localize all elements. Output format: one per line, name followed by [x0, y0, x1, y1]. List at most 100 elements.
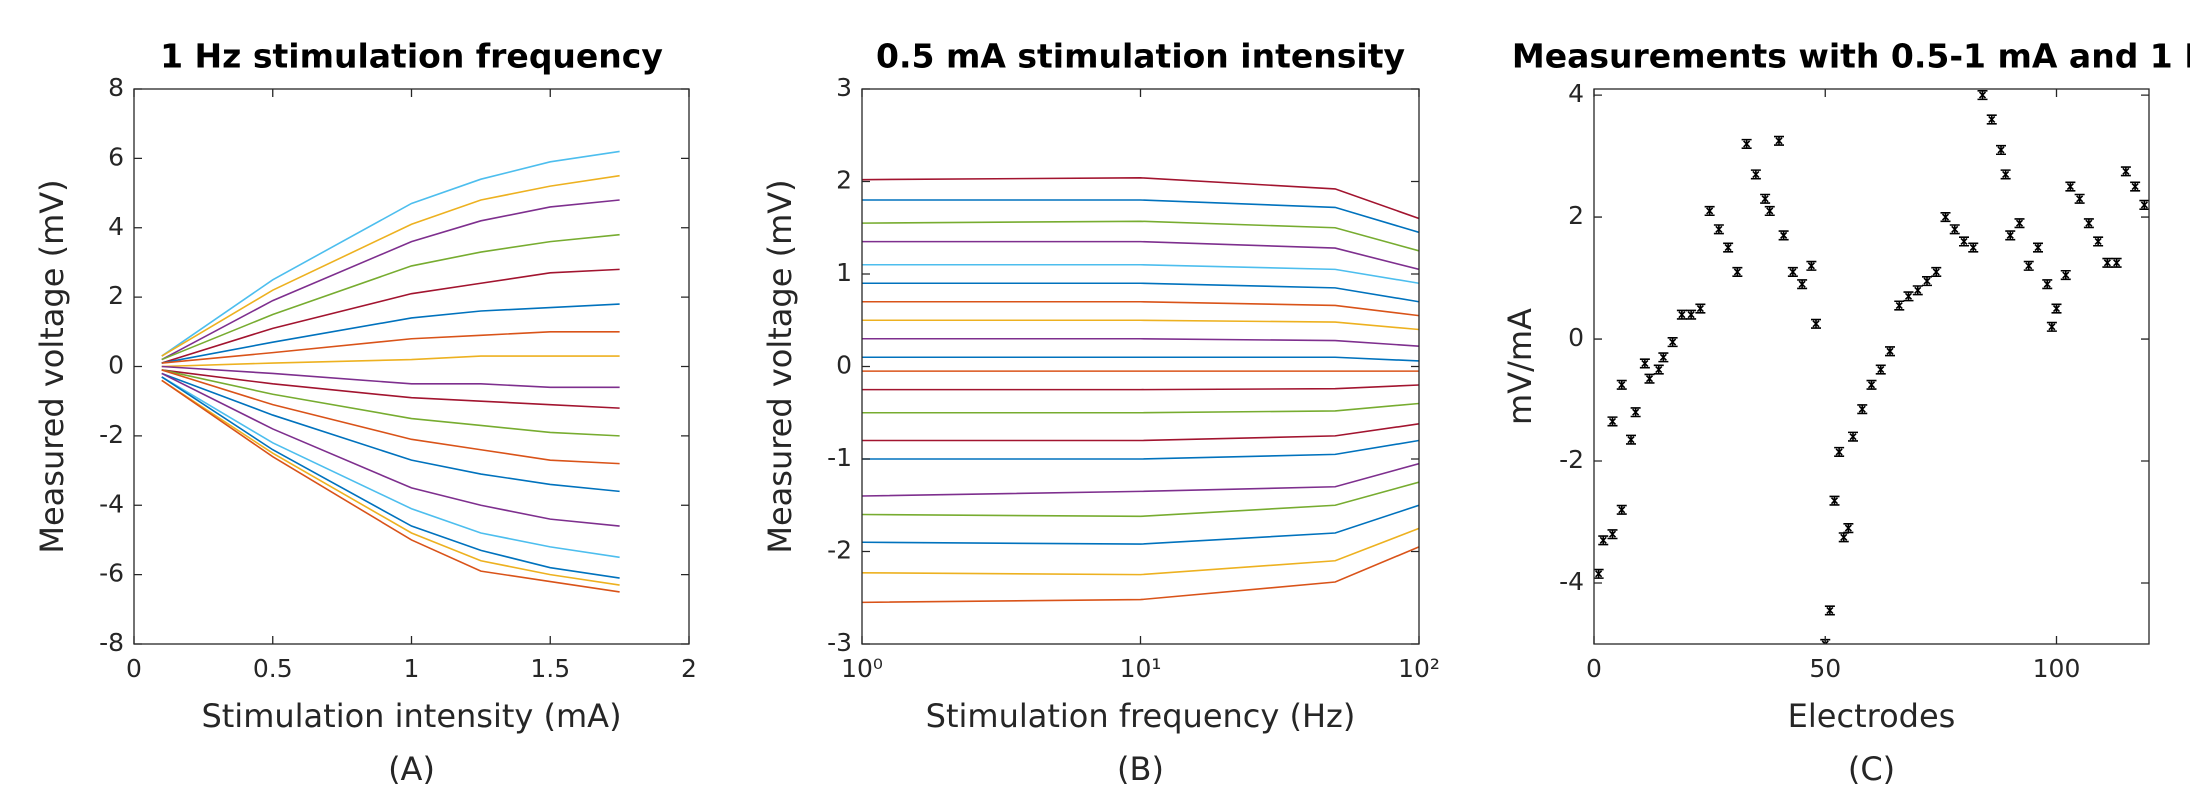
- error-bar: [1834, 446, 1845, 457]
- error-bar: [2065, 181, 2076, 192]
- data-line: [862, 282, 1419, 303]
- data-line: [161, 233, 620, 361]
- data-line: [161, 174, 620, 357]
- error-bar: [1626, 434, 1636, 445]
- y-tick-label: 2: [836, 166, 852, 195]
- data-line: [862, 220, 1419, 252]
- data-line: [161, 369, 620, 437]
- data-line: [862, 504, 1419, 545]
- y-tick-label: 8: [108, 73, 124, 102]
- error-bar: [1607, 529, 1618, 540]
- chart-title: Measurements with 0.5-1 mA and 1 Hz: [1512, 37, 2190, 76]
- error-bar: [1806, 260, 1817, 271]
- y-tick-label: 0: [108, 351, 124, 380]
- error-bar: [1607, 416, 1618, 427]
- data-line: [862, 527, 1419, 576]
- data-line: [862, 356, 1419, 362]
- error-bar: [1750, 169, 1761, 180]
- y-tick-label: -4: [1559, 567, 1584, 596]
- error-bar: [2060, 269, 2071, 281]
- y-tick-label: 2: [108, 281, 124, 310]
- error-bar: [1760, 193, 1771, 204]
- data-line: [862, 402, 1419, 414]
- x-axis-label: Electrodes: [1788, 697, 1956, 735]
- error-bar: [1658, 352, 1669, 363]
- error-bar: [2102, 257, 2113, 268]
- data-line: [161, 376, 620, 559]
- data-line: [862, 263, 1419, 285]
- error-bar: [1774, 135, 1784, 146]
- data-line: [862, 481, 1419, 518]
- data-line: [862, 462, 1419, 497]
- data-line: [161, 199, 620, 361]
- error-bar: [2120, 166, 2131, 177]
- error-bar: [1843, 523, 1854, 534]
- error-bar: [2000, 169, 2011, 180]
- error-bar: [2023, 260, 2034, 271]
- error-bar: [1885, 346, 1895, 357]
- error-bar: [1741, 138, 1752, 149]
- data-line: [161, 369, 620, 465]
- data-line: [161, 355, 620, 368]
- error-bar: [2093, 236, 2104, 247]
- error-bar: [1811, 318, 1821, 329]
- error-bar: [1639, 358, 1650, 369]
- y-tick-label: -2: [99, 420, 124, 449]
- data-line: [862, 337, 1419, 347]
- plot-area: [161, 150, 620, 593]
- data-line: [862, 384, 1419, 391]
- x-tick-label: 1.5: [530, 654, 570, 683]
- x-tick-label: 10⁰: [841, 654, 883, 683]
- error-bar: [1667, 337, 1678, 348]
- error-bar: [1616, 504, 1627, 515]
- error-bar: [1824, 605, 1835, 616]
- data-line: [161, 372, 620, 493]
- data-line: [161, 376, 620, 579]
- y-axis-label: mV/mA: [1501, 308, 1539, 425]
- y-tick-label: 4: [1568, 79, 1584, 108]
- data-line: [161, 379, 620, 586]
- error-bar: [1598, 535, 1609, 546]
- y-tick-label: -1: [827, 443, 852, 472]
- data-line: [862, 319, 1419, 331]
- error-bar: [1616, 379, 1627, 390]
- y-tick-label: -3: [827, 628, 852, 657]
- error-bar: [2083, 218, 2094, 229]
- y-axis-label: Measured voltage (mV): [761, 179, 799, 553]
- error-bar: [1866, 379, 1877, 390]
- error-bar: [1829, 495, 1840, 506]
- error-bar: [1968, 242, 1979, 253]
- y-tick-label: 3: [836, 73, 852, 102]
- error-bar: [1922, 276, 1932, 287]
- error-bar: [2033, 242, 2043, 253]
- error-bar: [1996, 144, 2006, 156]
- error-bar: [1912, 285, 1923, 296]
- x-axis-label: Stimulation intensity (mA): [201, 697, 621, 735]
- error-bar: [1723, 242, 1734, 253]
- data-line: [862, 423, 1419, 442]
- data-line: [161, 372, 620, 527]
- caption: (B): [1117, 750, 1164, 788]
- error-bar: [1940, 212, 1951, 223]
- x-axis-label: Stimulation frequency (Hz): [926, 697, 1356, 735]
- error-bar: [1959, 236, 1969, 247]
- error-bar: [2042, 279, 2053, 290]
- error-bar: [2139, 199, 2149, 210]
- error-bar: [1949, 224, 1960, 235]
- error-bar: [1764, 205, 1775, 217]
- error-bar: [1695, 303, 1706, 314]
- error-bar: [1986, 114, 1997, 125]
- axes-box: [133, 88, 690, 645]
- error-bar: [2005, 230, 2016, 241]
- error-bar: [1857, 404, 1868, 415]
- data-line: [161, 369, 620, 409]
- y-tick-label: -8: [99, 628, 124, 657]
- error-bar: [1848, 431, 1858, 442]
- y-tick-label: -2: [827, 536, 852, 565]
- error-bar: [2046, 321, 2057, 332]
- error-bar: [1686, 309, 1697, 320]
- error-bar: [1713, 224, 1724, 235]
- x-tick-label: 2: [681, 654, 697, 683]
- error-bar: [1797, 279, 1808, 290]
- error-bar: [1778, 230, 1789, 241]
